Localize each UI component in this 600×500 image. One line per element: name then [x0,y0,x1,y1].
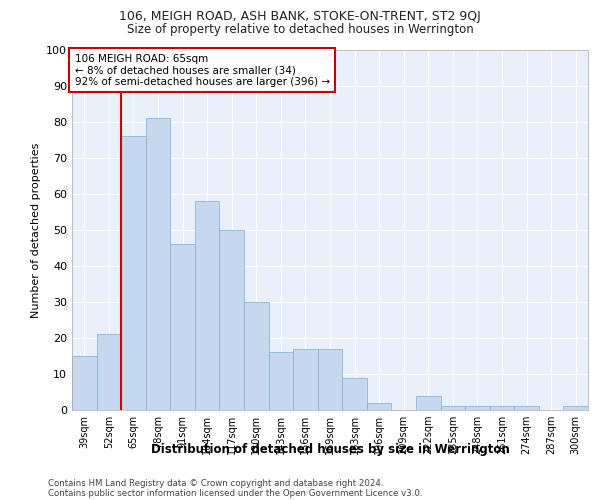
Bar [563,406,588,410]
Text: 106 MEIGH ROAD: 65sqm
← 8% of detached houses are smaller (34)
92% of semi-detac: 106 MEIGH ROAD: 65sqm ← 8% of detached h… [74,54,330,87]
Bar [416,396,440,410]
Bar [269,352,293,410]
Text: Distribution of detached houses by size in Werrington: Distribution of detached houses by size … [151,442,509,456]
Bar [146,118,170,410]
Bar [465,406,490,410]
Bar [367,403,391,410]
Bar [514,406,539,410]
Y-axis label: Number of detached properties: Number of detached properties [31,142,41,318]
Bar [490,406,514,410]
Text: Contains HM Land Registry data © Crown copyright and database right 2024.: Contains HM Land Registry data © Crown c… [48,478,383,488]
Bar [72,356,97,410]
Text: Contains public sector information licensed under the Open Government Licence v3: Contains public sector information licen… [48,488,422,498]
Bar [440,406,465,410]
Bar [342,378,367,410]
Bar [318,349,342,410]
Bar [244,302,269,410]
Text: 106, MEIGH ROAD, ASH BANK, STOKE-ON-TRENT, ST2 9QJ: 106, MEIGH ROAD, ASH BANK, STOKE-ON-TREN… [119,10,481,23]
Bar [170,244,195,410]
Bar [220,230,244,410]
Text: Size of property relative to detached houses in Werrington: Size of property relative to detached ho… [127,22,473,36]
Bar [97,334,121,410]
Bar [195,201,220,410]
Bar [121,136,146,410]
Bar [293,349,318,410]
